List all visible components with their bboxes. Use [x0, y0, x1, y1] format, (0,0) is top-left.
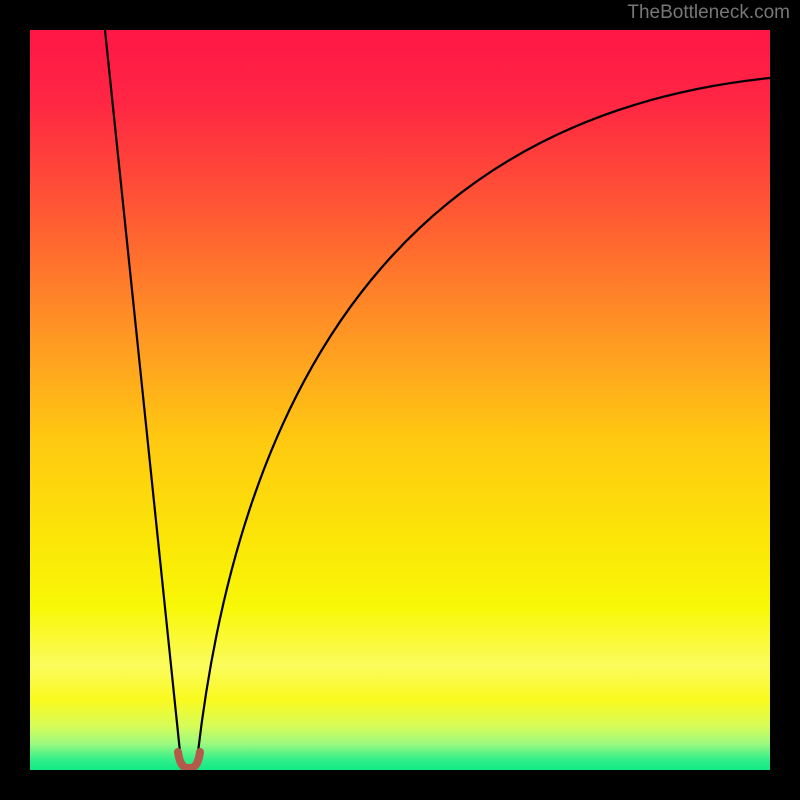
chart-container: TheBottleneck.com [0, 0, 800, 800]
watermark-text: TheBottleneck.com [627, 2, 790, 24]
bottleneck-chart [0, 0, 800, 800]
gradient-background [30, 30, 770, 770]
